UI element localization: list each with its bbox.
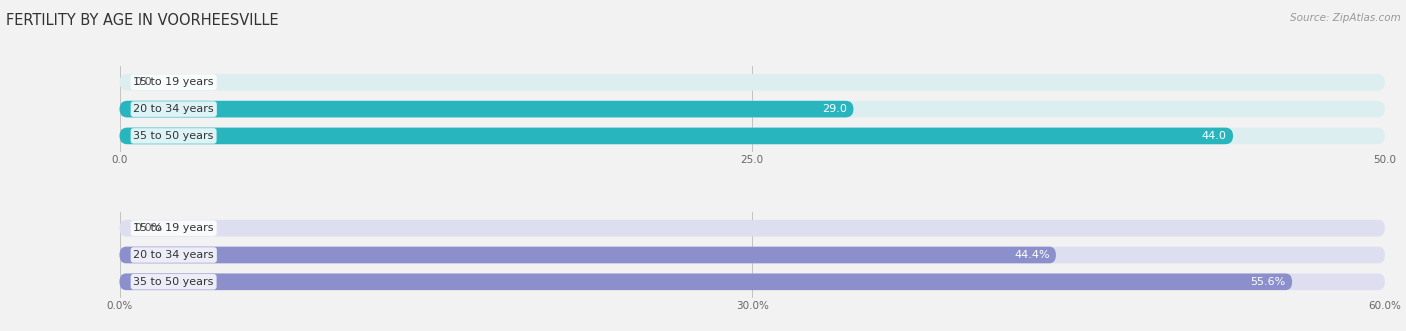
FancyBboxPatch shape bbox=[120, 128, 1385, 144]
Text: 44.4%: 44.4% bbox=[1014, 250, 1050, 260]
Text: FERTILITY BY AGE IN VOORHEESVILLE: FERTILITY BY AGE IN VOORHEESVILLE bbox=[6, 13, 278, 28]
FancyBboxPatch shape bbox=[120, 273, 1292, 290]
FancyBboxPatch shape bbox=[120, 220, 1385, 236]
Text: 29.0: 29.0 bbox=[823, 104, 846, 114]
Text: 44.0: 44.0 bbox=[1202, 131, 1227, 141]
Text: 20 to 34 years: 20 to 34 years bbox=[134, 250, 214, 260]
FancyBboxPatch shape bbox=[120, 273, 1385, 290]
FancyBboxPatch shape bbox=[120, 101, 853, 118]
Text: 0.0%: 0.0% bbox=[135, 223, 163, 233]
Text: 55.6%: 55.6% bbox=[1250, 277, 1286, 287]
FancyBboxPatch shape bbox=[120, 247, 1385, 263]
FancyBboxPatch shape bbox=[120, 74, 1385, 91]
Text: 35 to 50 years: 35 to 50 years bbox=[134, 277, 214, 287]
Text: 15 to 19 years: 15 to 19 years bbox=[134, 223, 214, 233]
FancyBboxPatch shape bbox=[120, 101, 1385, 118]
Text: 15 to 19 years: 15 to 19 years bbox=[134, 77, 214, 87]
Text: 35 to 50 years: 35 to 50 years bbox=[134, 131, 214, 141]
Text: Source: ZipAtlas.com: Source: ZipAtlas.com bbox=[1289, 13, 1400, 23]
FancyBboxPatch shape bbox=[120, 247, 1056, 263]
FancyBboxPatch shape bbox=[120, 128, 1233, 144]
Text: 20 to 34 years: 20 to 34 years bbox=[134, 104, 214, 114]
Text: 0.0: 0.0 bbox=[135, 77, 152, 87]
